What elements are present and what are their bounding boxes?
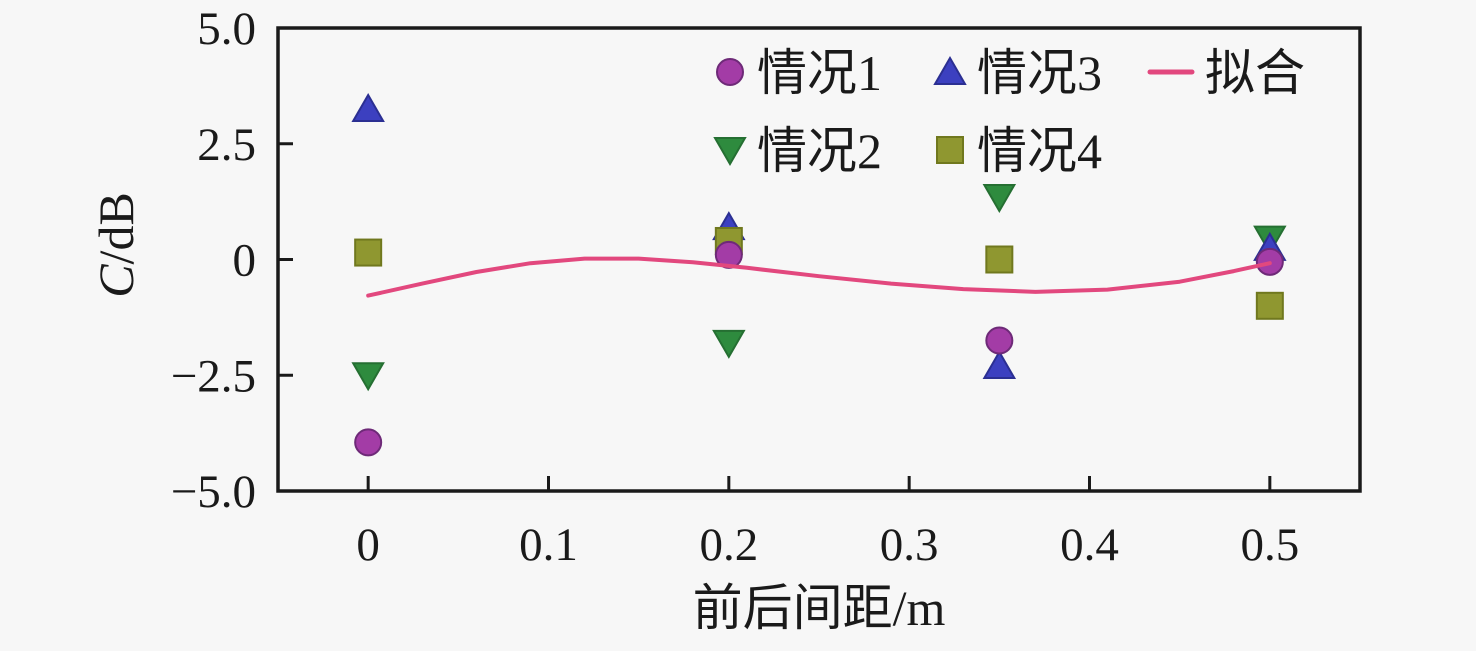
data-point-情况1	[354, 428, 383, 457]
x-tick-label: 0.3	[880, 519, 939, 571]
x-tick-label: 0.2	[699, 519, 758, 571]
y-tick-label: 2.5	[197, 119, 256, 171]
legend-label: 情况3	[977, 45, 1102, 101]
legend-label: 情况2	[757, 123, 882, 179]
legend-marker-情况2	[713, 137, 747, 167]
x-tick-label: 0.1	[519, 519, 578, 571]
legend-marker-情况3	[933, 55, 967, 85]
legend-label: 情况4	[977, 123, 1102, 179]
plot-frame	[276, 26, 1362, 493]
legend-marker-情况1	[716, 58, 744, 86]
x-tick-label: 0.4	[1060, 519, 1119, 571]
y-tick-label: −5.0	[171, 466, 256, 518]
x-axis-label: 前后间距/m	[693, 580, 946, 636]
data-point-情况2	[351, 362, 385, 392]
data-point-情况2	[712, 329, 746, 359]
legend-label: 情况1	[757, 45, 882, 101]
legend-marker-情况4	[936, 136, 964, 164]
data-point-情况1	[985, 326, 1014, 355]
data-point-情况3	[982, 349, 1017, 379]
x-tick-label: 0.5	[1240, 519, 1299, 571]
data-point-情况4	[985, 245, 1014, 274]
plot-layer: 0 0.1 0.2 0.3 0.4 0.5 −5.0 −2.5 0 2.5 5.0 情况1 情况2 情况3…	[171, 3, 1362, 571]
fit-line	[366, 256, 1272, 298]
x-tick-label: 0	[356, 519, 380, 571]
data-point-情况2	[982, 183, 1017, 213]
y-tick-label: 5.0	[197, 3, 256, 55]
y-tick-label: 0	[233, 235, 257, 287]
y-axis-label: C/dB	[88, 192, 144, 298]
legend-label: 拟合	[1205, 45, 1305, 101]
data-point-情况4	[354, 238, 383, 267]
data-point-情况4	[1255, 291, 1284, 320]
y-tick-label: −2.5	[171, 350, 256, 402]
data-point-情况3	[351, 93, 385, 123]
